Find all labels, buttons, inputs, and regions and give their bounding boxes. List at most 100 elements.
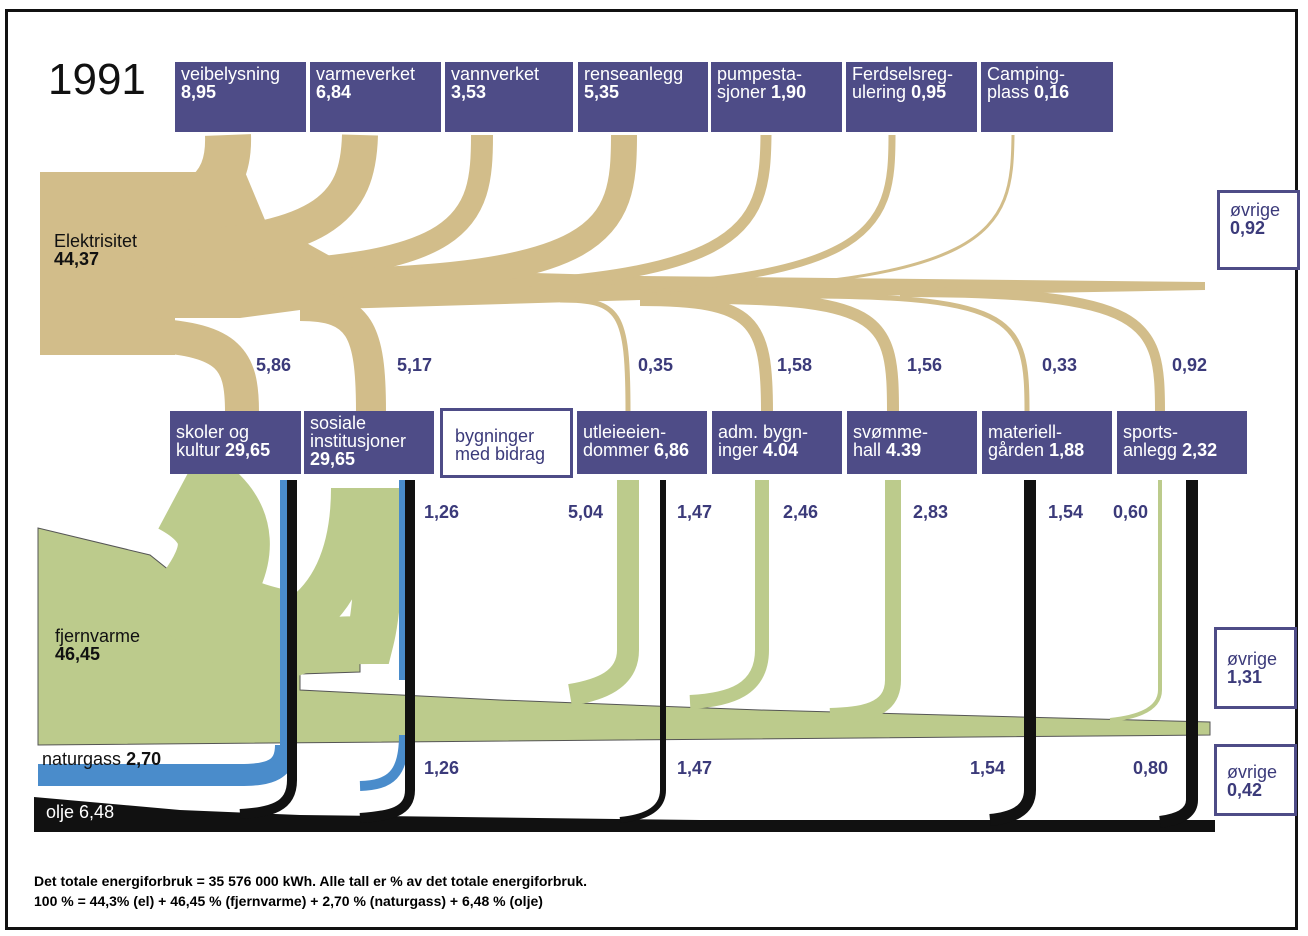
- flow-label-mid: 1,47: [677, 502, 713, 522]
- flow-label-bottom: 1,47: [677, 758, 713, 778]
- node-label: vannverket: [451, 64, 540, 84]
- node-label: sjoner: [717, 82, 767, 102]
- node-ovrige-olje: øvrige 0,42: [1214, 744, 1297, 816]
- node-materiellgarden: materiell- gården 1,88: [982, 411, 1112, 474]
- node-vannverket: vannverket 3,53: [445, 62, 573, 132]
- node-skoler-og-kultur: skoler og kultur 29,65: [170, 411, 301, 474]
- node-value: 29,65: [310, 449, 356, 469]
- flow-label-mid: 0,60: [1113, 502, 1149, 522]
- source-label: Elektrisitet: [54, 231, 138, 251]
- node-svommehall: svømme- hall 4.39: [847, 411, 977, 474]
- year-title: 1991: [48, 55, 146, 104]
- node-value: 3,53: [451, 82, 487, 102]
- flow-label-el: 0,35: [638, 355, 674, 375]
- node-label: dommer: [583, 440, 650, 460]
- node-value: 0,42: [1227, 780, 1263, 800]
- fv-flow-adm: [689, 480, 769, 709]
- fv-flow-utleie: [568, 480, 639, 706]
- node-varmeverket: varmeverket 6,84: [310, 62, 441, 132]
- node-label: pumpesta-: [717, 64, 803, 84]
- node-value: 8,95: [181, 82, 217, 102]
- node-sportsanlegg: sports- anlegg 2,32: [1117, 411, 1247, 474]
- flow-label-bottom: 0,80: [1133, 758, 1169, 778]
- node-value: 6,86: [654, 440, 690, 460]
- source-value: 44,37: [54, 249, 100, 269]
- node-label: kultur: [176, 440, 221, 460]
- node-label: adm. bygn-: [718, 422, 809, 442]
- el-flow-adm: [639, 294, 773, 413]
- source-value: 46,45: [55, 644, 101, 664]
- node-value: 4.39: [886, 440, 922, 460]
- oil-main-trunk: [34, 797, 1215, 832]
- el-flow-skoler: [148, 318, 259, 413]
- node-pumpestasjoner: pumpesta- sjoner 1,90: [711, 62, 842, 132]
- node-label: bygninger: [455, 426, 535, 446]
- node-label: gården: [988, 440, 1045, 460]
- node-sosiale-institusjoner: sosiale institusjoner 29,65: [304, 411, 434, 474]
- el-flow-varmeverket: [119, 134, 378, 268]
- node-value: 0,92: [1230, 218, 1266, 238]
- node-value: 4.04: [763, 440, 799, 460]
- node-label: Camping-: [987, 64, 1066, 84]
- node-bygninger-med-bidrag: bygninger med bidrag: [440, 408, 573, 478]
- node-value: 29,65: [225, 440, 271, 460]
- oil-flows: [34, 480, 1215, 832]
- node-label: ulering: [852, 82, 907, 102]
- el-flow-svomme: [699, 292, 899, 413]
- el-flow-veibelysning: [84, 134, 252, 243]
- node-label: øvrige: [1227, 649, 1278, 669]
- node-label: plass: [987, 82, 1030, 102]
- source-label: olje: [46, 802, 75, 822]
- flow-label-mid: 2,83: [913, 502, 949, 522]
- el-flow-ferdselsregulering: [499, 134, 896, 294]
- oil-flow-materiell: [989, 480, 1036, 826]
- node-value: 1,88: [1049, 440, 1085, 460]
- node-label: øvrige: [1230, 200, 1281, 220]
- electricity-flows: [40, 134, 1205, 413]
- flow-label-mid: 1,26: [424, 502, 460, 522]
- footer-line-2: 100 % = 44,3% (el) + 46,45 % (fjernvarme…: [34, 893, 543, 909]
- node-renseanlegg: renseanlegg 5,35: [578, 62, 708, 132]
- oil-flow-sosiale: [359, 480, 415, 823]
- fv-flow-skoler: [136, 447, 310, 686]
- oil-flow-skoler: [239, 480, 297, 819]
- oil-flow-sports: [1159, 480, 1198, 828]
- flow-label-el: 5,17: [397, 355, 433, 375]
- diagram-frame: [5, 9, 1298, 930]
- flow-label-bottom: 1,54: [970, 758, 1006, 778]
- fv-flow-sports: [1109, 480, 1162, 722]
- node-label: materiell-: [988, 422, 1063, 442]
- flow-label-mid: 2,46: [783, 502, 819, 522]
- node-ovrige-el: øvrige 0,92: [1217, 190, 1300, 270]
- node-adm-bygninger: adm. bygn- inger 4.04: [712, 411, 842, 474]
- fv-flow-sosiale: [276, 487, 404, 684]
- node-label: institusjoner: [310, 431, 407, 451]
- flow-label-el: 0,92: [1172, 355, 1208, 375]
- node-label: svømme-: [853, 422, 928, 442]
- node-utleieeiendommer: utleieeien- dommer 6,86: [577, 411, 707, 474]
- node-label: sosiale: [310, 413, 367, 433]
- source-naturgass: naturgass 2,70: [42, 750, 161, 768]
- node-value: 6,84: [316, 82, 352, 102]
- node-label: Ferdselsreg-: [852, 64, 954, 84]
- node-ovrige-fv: øvrige 1,31: [1214, 627, 1297, 709]
- node-label: sports-: [1123, 422, 1179, 442]
- district-heating-flows: [37, 447, 1211, 746]
- oil-flow-utleie: [619, 480, 666, 823]
- flow-label-mid: 5,04: [568, 502, 604, 522]
- node-value: 2,32: [1182, 440, 1218, 460]
- node-label: varmeverket: [316, 64, 416, 84]
- el-flow-campingplass: [599, 134, 1015, 293]
- el-flow-materiell: [799, 293, 1030, 413]
- flow-label-el: 0,33: [1042, 355, 1078, 375]
- source-elektrisitet: Elektrisitet 44,37: [54, 232, 137, 268]
- node-label: renseanlegg: [584, 64, 684, 84]
- el-flow-sports: [899, 287, 1165, 413]
- node-label: med bidrag: [455, 444, 546, 464]
- el-flow-renseanlegg: [279, 134, 637, 295]
- node-label: skoler og: [176, 422, 250, 442]
- flow-label-el: 5,86: [256, 355, 292, 375]
- el-flow-sosiale: [299, 291, 386, 413]
- node-ferdselsregulering: Ferdselsreg- ulering 0,95: [846, 62, 977, 132]
- fv-flow-svomme: [829, 480, 901, 724]
